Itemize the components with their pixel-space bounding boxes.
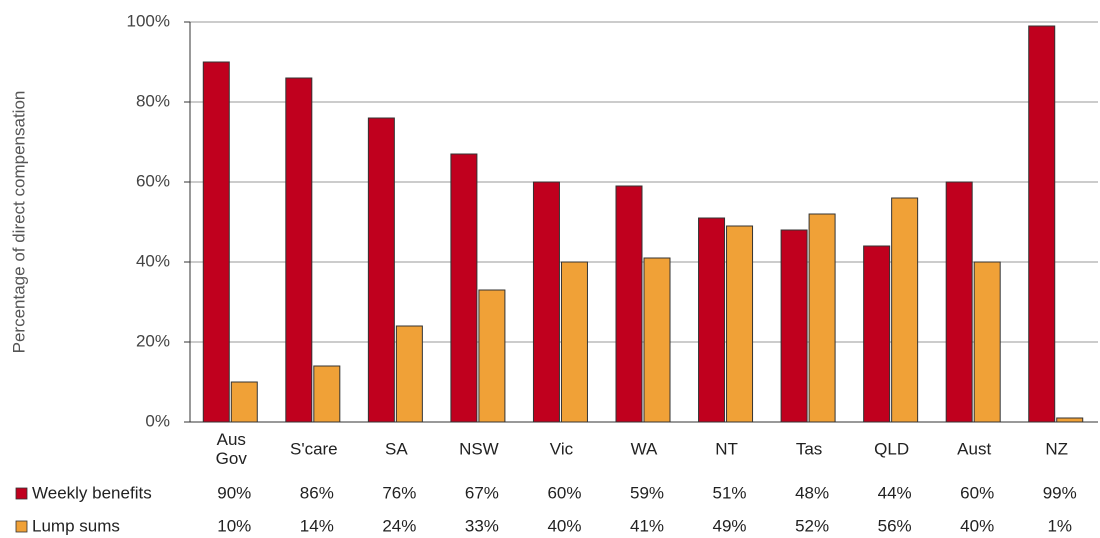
- bar: [1028, 25, 1056, 423]
- y-tick-label: 60%: [136, 171, 170, 190]
- x-tick-label: Tas: [796, 439, 822, 458]
- table-value: 33%: [465, 516, 499, 535]
- bar: [478, 289, 506, 423]
- x-tick-label: QLD: [874, 439, 909, 458]
- table-value: 67%: [465, 483, 499, 502]
- x-tick-label: Vic: [550, 439, 574, 458]
- y-tick-label: 40%: [136, 251, 170, 270]
- bar: [230, 381, 258, 423]
- bar: [643, 257, 671, 423]
- bar: [367, 117, 395, 423]
- table-value: 44%: [878, 483, 912, 502]
- bar: [313, 365, 341, 423]
- table-value: 41%: [630, 516, 664, 535]
- bar: [780, 229, 808, 423]
- legend-swatch: [15, 487, 28, 500]
- bar: [395, 325, 423, 423]
- x-tick-label-line: Gov: [216, 449, 248, 468]
- table-value: 40%: [547, 516, 581, 535]
- bar: [560, 261, 588, 423]
- legend-label: Weekly benefits: [32, 483, 152, 502]
- x-tick-label: Aus Gov: [216, 430, 248, 468]
- y-tick-label: 0%: [145, 411, 170, 430]
- table-value: 40%: [960, 516, 994, 535]
- bar: [615, 185, 643, 423]
- table-value: 48%: [795, 483, 829, 502]
- legend-swatch: [15, 520, 28, 533]
- bar: [726, 225, 754, 423]
- bar: [891, 197, 919, 423]
- x-tick-label: NSW: [459, 439, 499, 458]
- y-axis-label: Percentage of direct compensation: [9, 91, 28, 354]
- x-tick-label: SA: [385, 439, 408, 458]
- table-value: 60%: [960, 483, 994, 502]
- table-value: 1%: [1047, 516, 1072, 535]
- bar: [863, 245, 891, 423]
- table-value: 76%: [382, 483, 416, 502]
- table-value: 90%: [217, 483, 251, 502]
- bar: [973, 261, 1001, 423]
- x-tick-label: NT: [715, 439, 738, 458]
- x-tick-label: WA: [631, 439, 658, 458]
- bar: [202, 61, 230, 423]
- y-tick-label: 20%: [136, 331, 170, 350]
- table-value: 24%: [382, 516, 416, 535]
- bar: [945, 181, 973, 423]
- table-value: 14%: [300, 516, 334, 535]
- table-value: 59%: [630, 483, 664, 502]
- table-value: 52%: [795, 516, 829, 535]
- table-value: 86%: [300, 483, 334, 502]
- x-tick-label: S'care: [290, 439, 338, 458]
- bar: [285, 77, 313, 423]
- table-value: 99%: [1043, 483, 1077, 502]
- bar: [532, 181, 560, 423]
- table-value: 49%: [713, 516, 747, 535]
- bar: [698, 217, 726, 423]
- x-tick-label-line: Aus: [217, 430, 246, 449]
- bar: [808, 213, 836, 423]
- x-tick-label: Aust: [957, 439, 991, 458]
- table-value: 10%: [217, 516, 251, 535]
- x-tick-label: NZ: [1045, 439, 1068, 458]
- bar: [450, 153, 478, 423]
- legend-label: Lump sums: [32, 516, 120, 535]
- table-value: 60%: [547, 483, 581, 502]
- bar: [1056, 417, 1084, 423]
- y-tick-label: 80%: [136, 91, 170, 110]
- y-tick-label: 100%: [127, 11, 170, 30]
- table-value: 56%: [878, 516, 912, 535]
- table-value: 51%: [713, 483, 747, 502]
